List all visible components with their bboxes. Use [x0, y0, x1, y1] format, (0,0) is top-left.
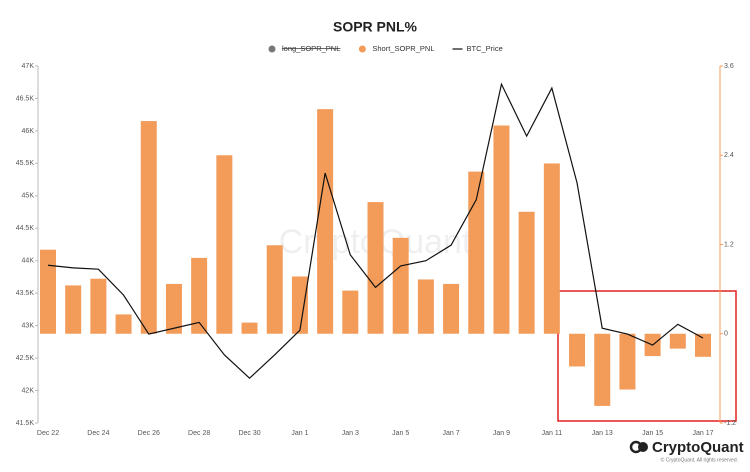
y-tick-label: 46.5K	[16, 95, 35, 102]
brand-logo	[629, 440, 648, 454]
x-tick-label: Jan 13	[592, 430, 613, 437]
y2-tick-label: 2.4	[724, 152, 734, 159]
y2-tick-label: 0	[724, 331, 728, 338]
bar	[266, 245, 283, 334]
chart-title: SOPR PNL%	[333, 19, 418, 35]
bar	[569, 333, 586, 367]
bar	[468, 171, 485, 334]
bar	[317, 109, 334, 334]
y-tick-label: 41.5K	[16, 420, 35, 427]
bar	[543, 163, 560, 334]
bar	[90, 278, 107, 334]
legend-swatch	[268, 45, 276, 53]
x-tick-label: Jan 15	[642, 430, 663, 437]
bar	[241, 322, 258, 334]
y-tick-label: 45.5K	[16, 160, 35, 167]
y-tick-label: 45K	[22, 193, 35, 200]
brand: CryptoQuant	[652, 439, 744, 456]
bar	[115, 314, 132, 334]
bar	[216, 155, 233, 334]
y-tick-label: 42K	[22, 387, 35, 394]
x-tick-label: Dec 24	[87, 430, 109, 437]
y-tick-label: 46K	[22, 128, 35, 135]
bar	[594, 333, 611, 406]
x-tick-label: Jan 3	[342, 430, 359, 437]
x-tick-label: Dec 30	[238, 430, 260, 437]
y-tick-label: 42.5K	[16, 355, 35, 362]
highlight-box	[557, 290, 737, 422]
x-tick-label: Jan 7	[443, 430, 460, 437]
x-tick-label: Jan 5	[392, 430, 409, 437]
x-tick-label: Jan 17	[692, 430, 713, 437]
copyright: © CryptoQuant. All rights reserved.	[661, 456, 738, 463]
y2-tick-label: 3.6	[724, 63, 734, 70]
y2-tick-label: 1.2	[724, 241, 734, 248]
x-tick-label: Jan 9	[493, 430, 510, 437]
legend-label: Short_SOPR_PNL	[372, 44, 434, 53]
bar	[669, 333, 686, 349]
x-tick-label: Dec 22	[37, 430, 59, 437]
x-tick-label: Dec 28	[188, 430, 210, 437]
line	[47, 82, 704, 380]
bar	[443, 283, 460, 334]
x-tick-label: Jan 11	[542, 430, 563, 437]
y-tick-label: 44K	[22, 258, 35, 265]
bar	[695, 333, 711, 357]
legend-label: BTC_Price	[467, 44, 503, 53]
legend-swatch	[358, 45, 366, 53]
bar	[392, 237, 409, 334]
y-tick-label: 44.5K	[16, 225, 35, 232]
bar	[342, 290, 359, 334]
bar	[165, 283, 182, 334]
x-tick-label: Jan 1	[291, 430, 308, 437]
y-tick-label: 43.5K	[16, 290, 35, 297]
y-tick-label: 43K	[22, 322, 35, 329]
bar	[40, 249, 56, 334]
bar	[619, 333, 636, 390]
y2-tick-label: -1.2	[724, 420, 736, 427]
bar	[191, 257, 208, 334]
legend-label: long_SOPR_PNL	[282, 44, 340, 53]
bar	[291, 276, 308, 334]
y-tick-label: 47K	[22, 63, 35, 70]
bar	[65, 285, 82, 334]
bar	[367, 202, 384, 334]
bar	[493, 125, 510, 334]
x-tick-label: Dec 26	[138, 430, 160, 437]
bar	[417, 279, 434, 334]
bar	[140, 121, 157, 334]
bar	[518, 211, 535, 334]
